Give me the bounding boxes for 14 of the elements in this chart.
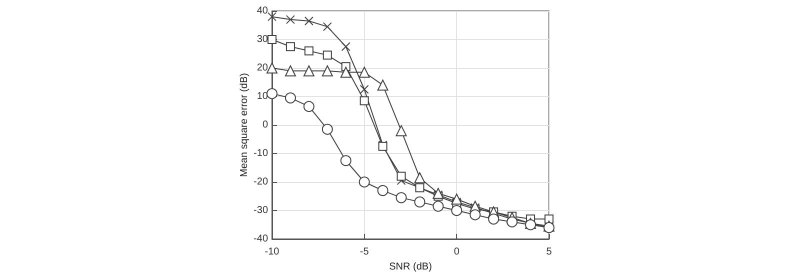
y-tick-label: -10: [254, 148, 268, 159]
y-tick-label: 0: [262, 120, 268, 130]
x-tick-label: 0: [454, 246, 460, 258]
x-tick-label: 5: [546, 246, 552, 258]
x-tick-label: -10: [264, 246, 280, 258]
y-tick-label: -30: [254, 205, 268, 216]
y-tick-label: -20: [254, 176, 268, 188]
x-axis-title: SNR (dB): [389, 261, 432, 272]
y-tick-label: 30: [256, 34, 268, 45]
y-tick-label: -40: [254, 234, 268, 244]
y-tick-label: 40: [256, 6, 268, 16]
y-tick-label: 20: [256, 62, 268, 74]
x-tick-label: -5: [360, 246, 370, 258]
y-axis-title: Mean square error (dB): [239, 73, 250, 177]
